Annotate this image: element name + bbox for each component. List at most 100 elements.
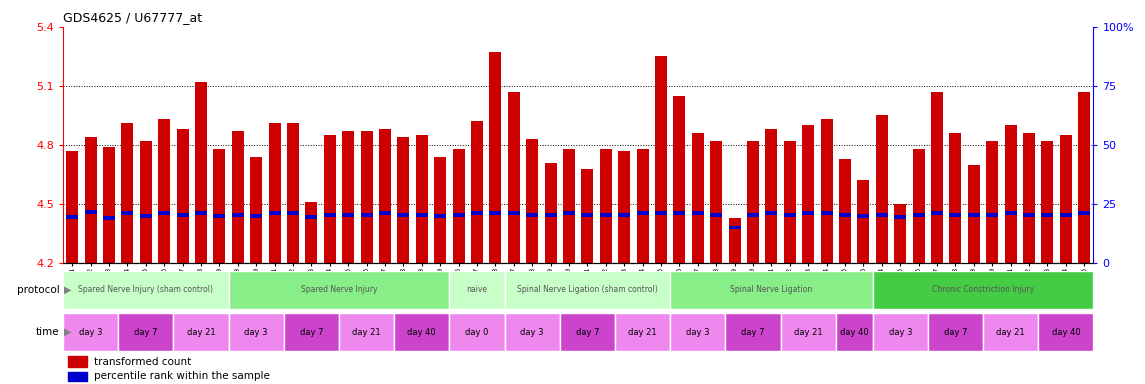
Bar xyxy=(251,214,262,218)
Bar xyxy=(766,129,777,263)
Bar xyxy=(545,213,556,217)
Bar xyxy=(747,141,759,263)
Bar xyxy=(229,271,449,309)
Bar xyxy=(673,211,686,215)
Text: ▶: ▶ xyxy=(64,327,72,337)
Bar xyxy=(545,163,556,263)
Text: day 3: day 3 xyxy=(686,328,710,337)
Bar xyxy=(379,211,390,215)
Bar xyxy=(1024,213,1035,217)
Text: transformed count: transformed count xyxy=(94,357,191,367)
Bar xyxy=(1042,141,1053,263)
Bar xyxy=(670,313,726,351)
Bar xyxy=(872,313,927,351)
Bar xyxy=(692,133,704,263)
Text: Spared Nerve Injury (sham control): Spared Nerve Injury (sham control) xyxy=(78,285,213,295)
Bar xyxy=(1060,135,1072,263)
Bar xyxy=(600,213,611,217)
Bar xyxy=(489,53,502,263)
Bar xyxy=(489,211,502,215)
Text: day 7: day 7 xyxy=(300,328,323,337)
Bar xyxy=(1079,92,1090,263)
Bar xyxy=(784,141,796,263)
Bar xyxy=(563,211,575,215)
Text: day 3: day 3 xyxy=(79,328,102,337)
Bar xyxy=(615,313,670,351)
Bar xyxy=(655,211,668,215)
Bar xyxy=(434,157,447,263)
Bar xyxy=(931,92,943,263)
Bar xyxy=(931,211,943,215)
Bar xyxy=(505,313,560,351)
Bar xyxy=(339,313,394,351)
Bar xyxy=(836,313,872,351)
Bar xyxy=(397,137,410,263)
Bar xyxy=(450,27,505,263)
Bar xyxy=(728,226,741,229)
Bar xyxy=(913,213,925,217)
Bar xyxy=(1060,213,1072,217)
Bar xyxy=(379,129,390,263)
Bar xyxy=(66,215,78,218)
Bar xyxy=(287,123,299,263)
Bar xyxy=(416,135,428,263)
Bar xyxy=(560,313,615,351)
Bar xyxy=(118,313,173,351)
Text: Spared Nerve Injury: Spared Nerve Injury xyxy=(301,285,377,295)
Bar xyxy=(287,211,299,215)
Bar xyxy=(986,213,998,217)
Bar xyxy=(747,213,759,217)
Bar xyxy=(213,149,226,263)
Bar xyxy=(803,211,814,215)
Bar xyxy=(452,213,465,217)
Bar xyxy=(710,141,722,263)
Bar xyxy=(692,211,704,215)
Text: day 3: day 3 xyxy=(521,328,544,337)
Bar xyxy=(839,213,851,217)
Text: Chronic Constriction Injury: Chronic Constriction Injury xyxy=(932,285,1034,295)
Bar xyxy=(872,271,1093,309)
Bar xyxy=(195,211,207,215)
Bar xyxy=(1004,211,1017,215)
Bar xyxy=(673,96,686,263)
Text: day 40: day 40 xyxy=(408,328,436,337)
Bar xyxy=(839,159,851,263)
Bar xyxy=(361,213,372,217)
Bar xyxy=(821,211,832,215)
Bar xyxy=(876,116,887,263)
Bar xyxy=(251,157,262,263)
Bar xyxy=(140,214,152,218)
Bar xyxy=(85,210,96,214)
Text: day 21: day 21 xyxy=(187,328,215,337)
Bar xyxy=(121,211,133,215)
Text: ▶: ▶ xyxy=(64,285,72,295)
Bar xyxy=(342,213,354,217)
Bar xyxy=(984,313,1039,351)
Text: day 3: day 3 xyxy=(889,328,913,337)
Bar xyxy=(1039,313,1093,351)
Bar xyxy=(949,213,962,217)
Bar xyxy=(508,211,520,215)
Bar xyxy=(968,165,980,263)
Bar xyxy=(63,271,229,309)
Bar xyxy=(213,214,226,218)
Text: day 21: day 21 xyxy=(793,328,822,337)
Bar xyxy=(471,121,483,263)
Bar xyxy=(1079,211,1090,215)
Bar xyxy=(434,214,447,218)
Bar xyxy=(471,211,483,215)
Bar xyxy=(527,213,538,217)
Bar xyxy=(269,123,281,263)
Bar xyxy=(69,356,87,367)
Bar xyxy=(803,125,814,263)
Text: Spinal Nerve Ligation (sham control): Spinal Nerve Ligation (sham control) xyxy=(518,285,657,295)
Bar xyxy=(397,213,410,217)
Bar xyxy=(176,213,189,217)
Text: time: time xyxy=(35,327,60,337)
Bar xyxy=(508,92,520,263)
Bar xyxy=(103,147,114,263)
Bar xyxy=(618,151,630,263)
Bar xyxy=(195,82,207,263)
Bar xyxy=(103,216,114,220)
Text: day 40: day 40 xyxy=(840,328,869,337)
